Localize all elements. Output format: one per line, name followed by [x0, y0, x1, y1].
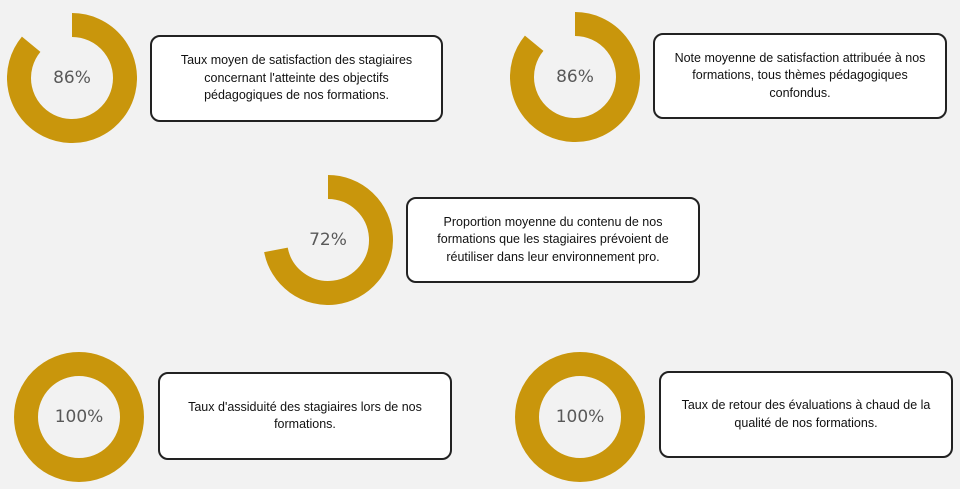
- kpi-card-4-text: Taux d'assiduité des stagiaires lors de …: [188, 399, 422, 432]
- kpi-donut-2: 86%: [510, 12, 640, 142]
- kpi-donut-3: 72%: [263, 175, 393, 305]
- kpi-donut-3-value: 72%: [309, 230, 347, 250]
- kpi-card-3-text: Proportion moyenne du contenu de nos for…: [437, 214, 669, 264]
- kpi-donut-5: 100%: [515, 352, 645, 482]
- kpi-donut-5-chart: [515, 352, 645, 482]
- kpi-donut-1-chart: [7, 13, 137, 143]
- kpi-donut-4-arc: [14, 352, 144, 482]
- kpi-card-3: Proportion moyenne du contenu de nos for…: [406, 197, 700, 283]
- kpi-card-1-text: Taux moyen de satisfaction des stagiaire…: [180, 53, 413, 103]
- kpi-card-2: Note moyenne de satisfaction attribuée à…: [653, 33, 947, 119]
- kpi-donut-5-arc: [515, 352, 645, 482]
- kpi-card-2-text: Note moyenne de satisfaction attribuée à…: [674, 50, 926, 100]
- kpi-donut-4: 100%: [14, 352, 144, 482]
- kpi-donut-2-value: 86%: [556, 67, 594, 87]
- kpi-card-5: Taux de retour des évaluations à chaud d…: [659, 371, 953, 458]
- kpi-donut-1-arc: [7, 13, 137, 143]
- kpi-donut-4-value: 100%: [54, 407, 104, 427]
- kpi-donut-5-value: 100%: [555, 407, 605, 427]
- kpi-donut-1: 86%: [7, 13, 137, 143]
- kpi-donut-2-arc: [510, 12, 640, 142]
- kpi-card-5-text: Taux de retour des évaluations à chaud d…: [681, 398, 931, 430]
- kpi-donut-3-arc: [264, 175, 393, 305]
- kpi-donut-2-chart: [510, 12, 640, 142]
- kpi-donut-1-value: 86%: [53, 68, 91, 88]
- kpi-donut-3-chart: [264, 175, 393, 305]
- kpi-donut-4-chart: [14, 352, 144, 482]
- kpi-card-1: Taux moyen de satisfaction des stagiaire…: [150, 35, 443, 122]
- kpi-card-4: Taux d'assiduité des stagiaires lors de …: [158, 372, 452, 460]
